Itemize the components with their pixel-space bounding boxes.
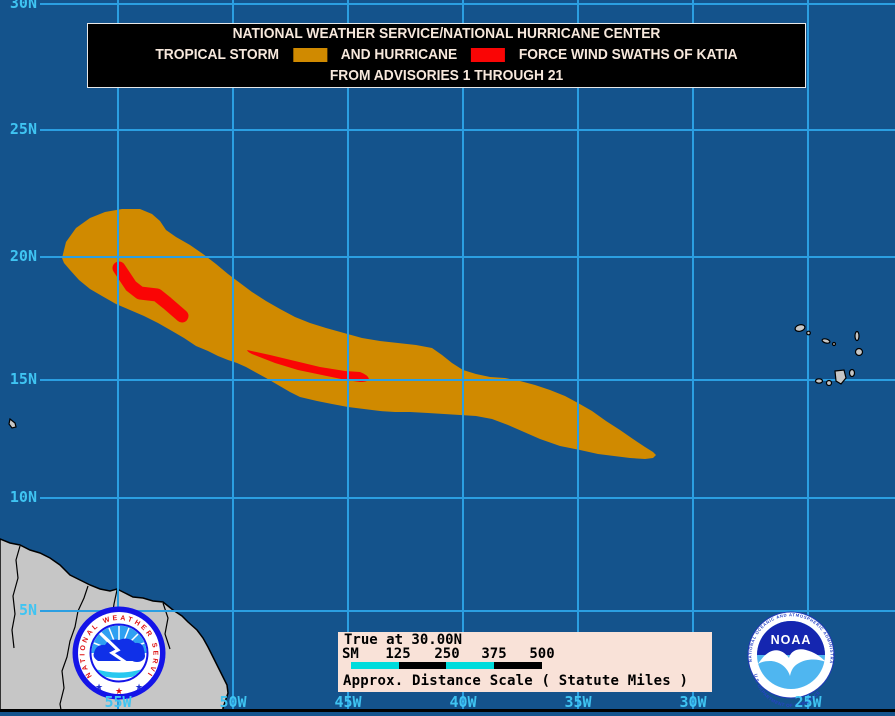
lon-label-45w: 45W xyxy=(334,693,362,711)
legend-and-hurricane-label: AND HURRICANE xyxy=(340,46,458,63)
bottom-margin xyxy=(0,712,895,716)
scale-tick-375: 375 xyxy=(481,646,507,662)
distance-scale-box: True at 30.00N SM 125 250 375 500 Approx… xyxy=(338,632,712,692)
nws-water xyxy=(92,668,146,678)
header-advisories: FROM ADVISORIES 1 THROUGH 21 xyxy=(329,67,564,84)
svg-text:NATIONAL OCEANIC AND ATMOSPHER: NATIONAL OCEANIC AND ATMOSPHERIC ADMINIS… xyxy=(0,0,834,664)
scale-bar-segment-4 xyxy=(494,662,542,669)
graticule xyxy=(40,0,895,709)
scale-ruler: SM 125 250 375 500 xyxy=(338,647,712,661)
scale-caption: Approx. Distance Scale ( Statute Miles ) xyxy=(343,673,689,689)
lat-label-20n: 20N xyxy=(9,247,37,265)
noaa-seagull xyxy=(758,649,826,676)
hurricane-swaths xyxy=(112,261,369,382)
islands xyxy=(8,324,864,429)
noaa-upper-disk xyxy=(757,621,825,655)
lon-label-55w: 55W xyxy=(104,693,132,711)
svg-text:★: ★ xyxy=(115,687,123,697)
header-box: NATIONAL WEATHER SERVICE/NATIONAL HURRIC… xyxy=(87,23,806,88)
svg-text:★: ★ xyxy=(135,683,143,693)
lon-label-40w: 40W xyxy=(449,693,477,711)
scale-unit: SM xyxy=(342,646,359,662)
hurricane-swath-east xyxy=(247,350,369,382)
scale-bar-segment-3 xyxy=(446,662,495,669)
scale-bar-segment-2 xyxy=(398,662,447,669)
nws-lightning xyxy=(94,627,141,674)
scale-true-at: True at 30.00N xyxy=(344,632,463,648)
scale-tick-125: 125 xyxy=(385,646,411,662)
hurricane-swatch xyxy=(471,48,506,62)
scale-tick-250: 250 xyxy=(434,646,460,662)
islands-cape-verde xyxy=(794,324,864,387)
lon-label-30w: 30W xyxy=(679,693,707,711)
lat-label-10n: 10N xyxy=(9,488,37,506)
header-legend: TROPICAL STORM AND HURRICANE FORCE WIND … xyxy=(117,46,777,64)
lon-label-25w: 25W xyxy=(794,693,822,711)
tropical-storm-swath xyxy=(62,209,656,459)
lon-label-35w: 35W xyxy=(564,693,592,711)
scale-tick-500: 500 xyxy=(529,646,555,662)
scale-bar xyxy=(351,662,542,669)
lon-label-50w: 50W xyxy=(219,693,247,711)
lat-label-25n: 25N xyxy=(9,120,37,138)
tropical-storm-swatch xyxy=(292,48,327,62)
lat-label-5n: 5N xyxy=(18,601,37,619)
noaa-name: NOAA xyxy=(771,633,812,647)
header-title: NATIONAL WEATHER SERVICE/NATIONAL HURRIC… xyxy=(232,25,661,42)
bottom-frame-line xyxy=(0,709,895,712)
scale-bar-segment-1 xyxy=(351,662,399,669)
svg-text:★: ★ xyxy=(95,683,103,693)
legend-force-label: FORCE WIND SWATHS OF KATIA xyxy=(518,46,738,63)
legend-tropical-storm-label: TROPICAL STORM xyxy=(155,46,280,63)
hurricane-swath-west xyxy=(112,261,189,323)
lat-label-15n: 15N xyxy=(9,370,37,388)
island-barbados xyxy=(8,417,17,429)
noaa-top-ring-text: NATIONAL OCEANIC AND ATMOSPHERIC ADMINIS… xyxy=(0,0,834,664)
nws-stars: ★ ★ ★ xyxy=(95,683,143,697)
lat-label-30n: 30N xyxy=(9,0,37,12)
